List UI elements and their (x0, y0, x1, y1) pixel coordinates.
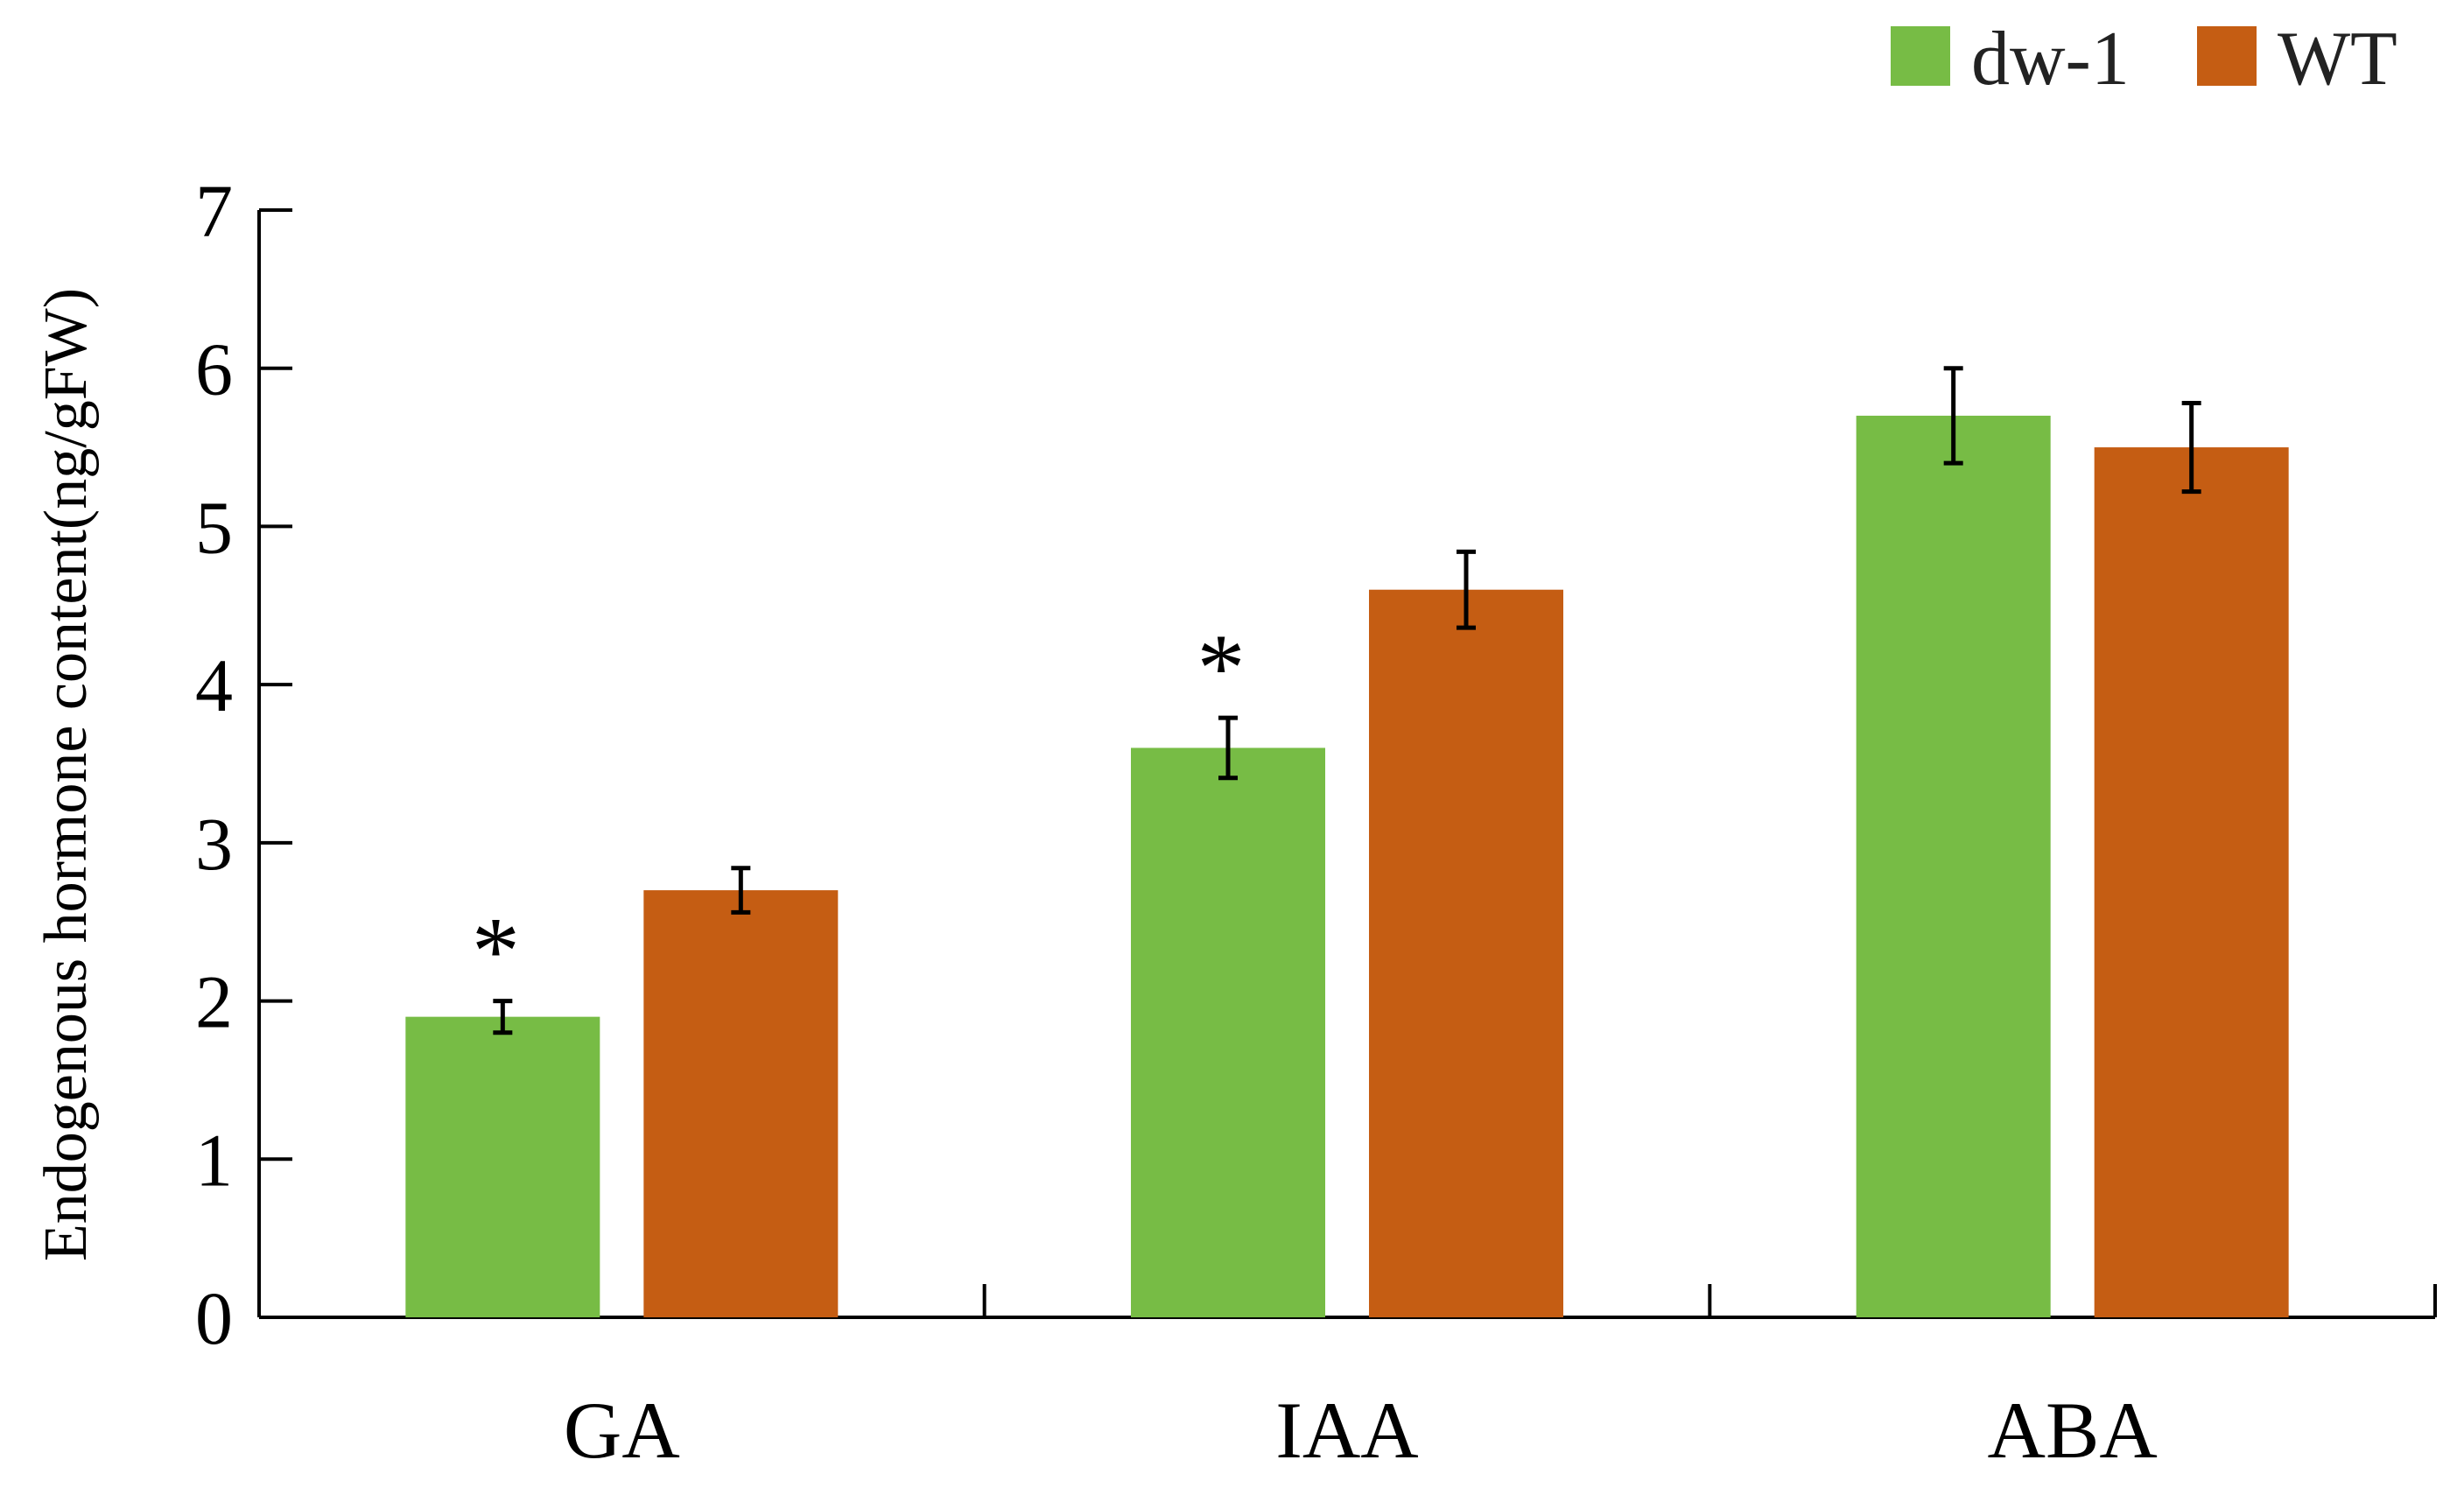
legend-label-wt: WT (2278, 17, 2397, 102)
y-tick-label-3: 3 (195, 802, 233, 886)
bar-dw-1-aba (1856, 415, 2051, 1317)
y-tick-label-5: 5 (195, 485, 233, 569)
x-tick-label-aba: ABA (1988, 1386, 2158, 1475)
legend-swatch-dw-1 (1891, 26, 1950, 86)
bar-dw-1-ga (405, 1016, 600, 1317)
x-axis: GA IAA ABA (259, 1284, 2437, 1475)
y-axis-title: Endogenous hormone content(ng/gFW) (32, 288, 100, 1261)
legend-label-dw-1: dw-1 (1971, 17, 2130, 102)
y-tick-label-7: 7 (195, 169, 233, 253)
y-tick-label-6: 6 (195, 327, 233, 411)
y-axis: 0 1 2 3 4 5 6 7 (195, 169, 292, 1360)
bar-wt-ga (643, 890, 839, 1317)
y-tick-label-1: 1 (195, 1118, 233, 1202)
significance-mark-dw-1-ga: * (472, 898, 520, 1005)
bars: ** (405, 366, 2289, 1318)
bar-wt-aba (2094, 447, 2289, 1318)
bar-dw-1-iaa (1131, 748, 1325, 1317)
y-tick-label-0: 0 (195, 1276, 233, 1360)
bar-wt-iaa (1369, 589, 1563, 1317)
y-tick-label-2: 2 (195, 960, 233, 1044)
legend: dw-1 WT (1891, 17, 2397, 102)
legend-swatch-wt (2197, 26, 2257, 86)
y-tick-label-4: 4 (195, 643, 233, 727)
significance-mark-dw-1-iaa: * (1197, 614, 1246, 721)
x-tick-label-iaa: IAA (1275, 1386, 1419, 1475)
x-tick-label-ga: GA (564, 1386, 680, 1475)
